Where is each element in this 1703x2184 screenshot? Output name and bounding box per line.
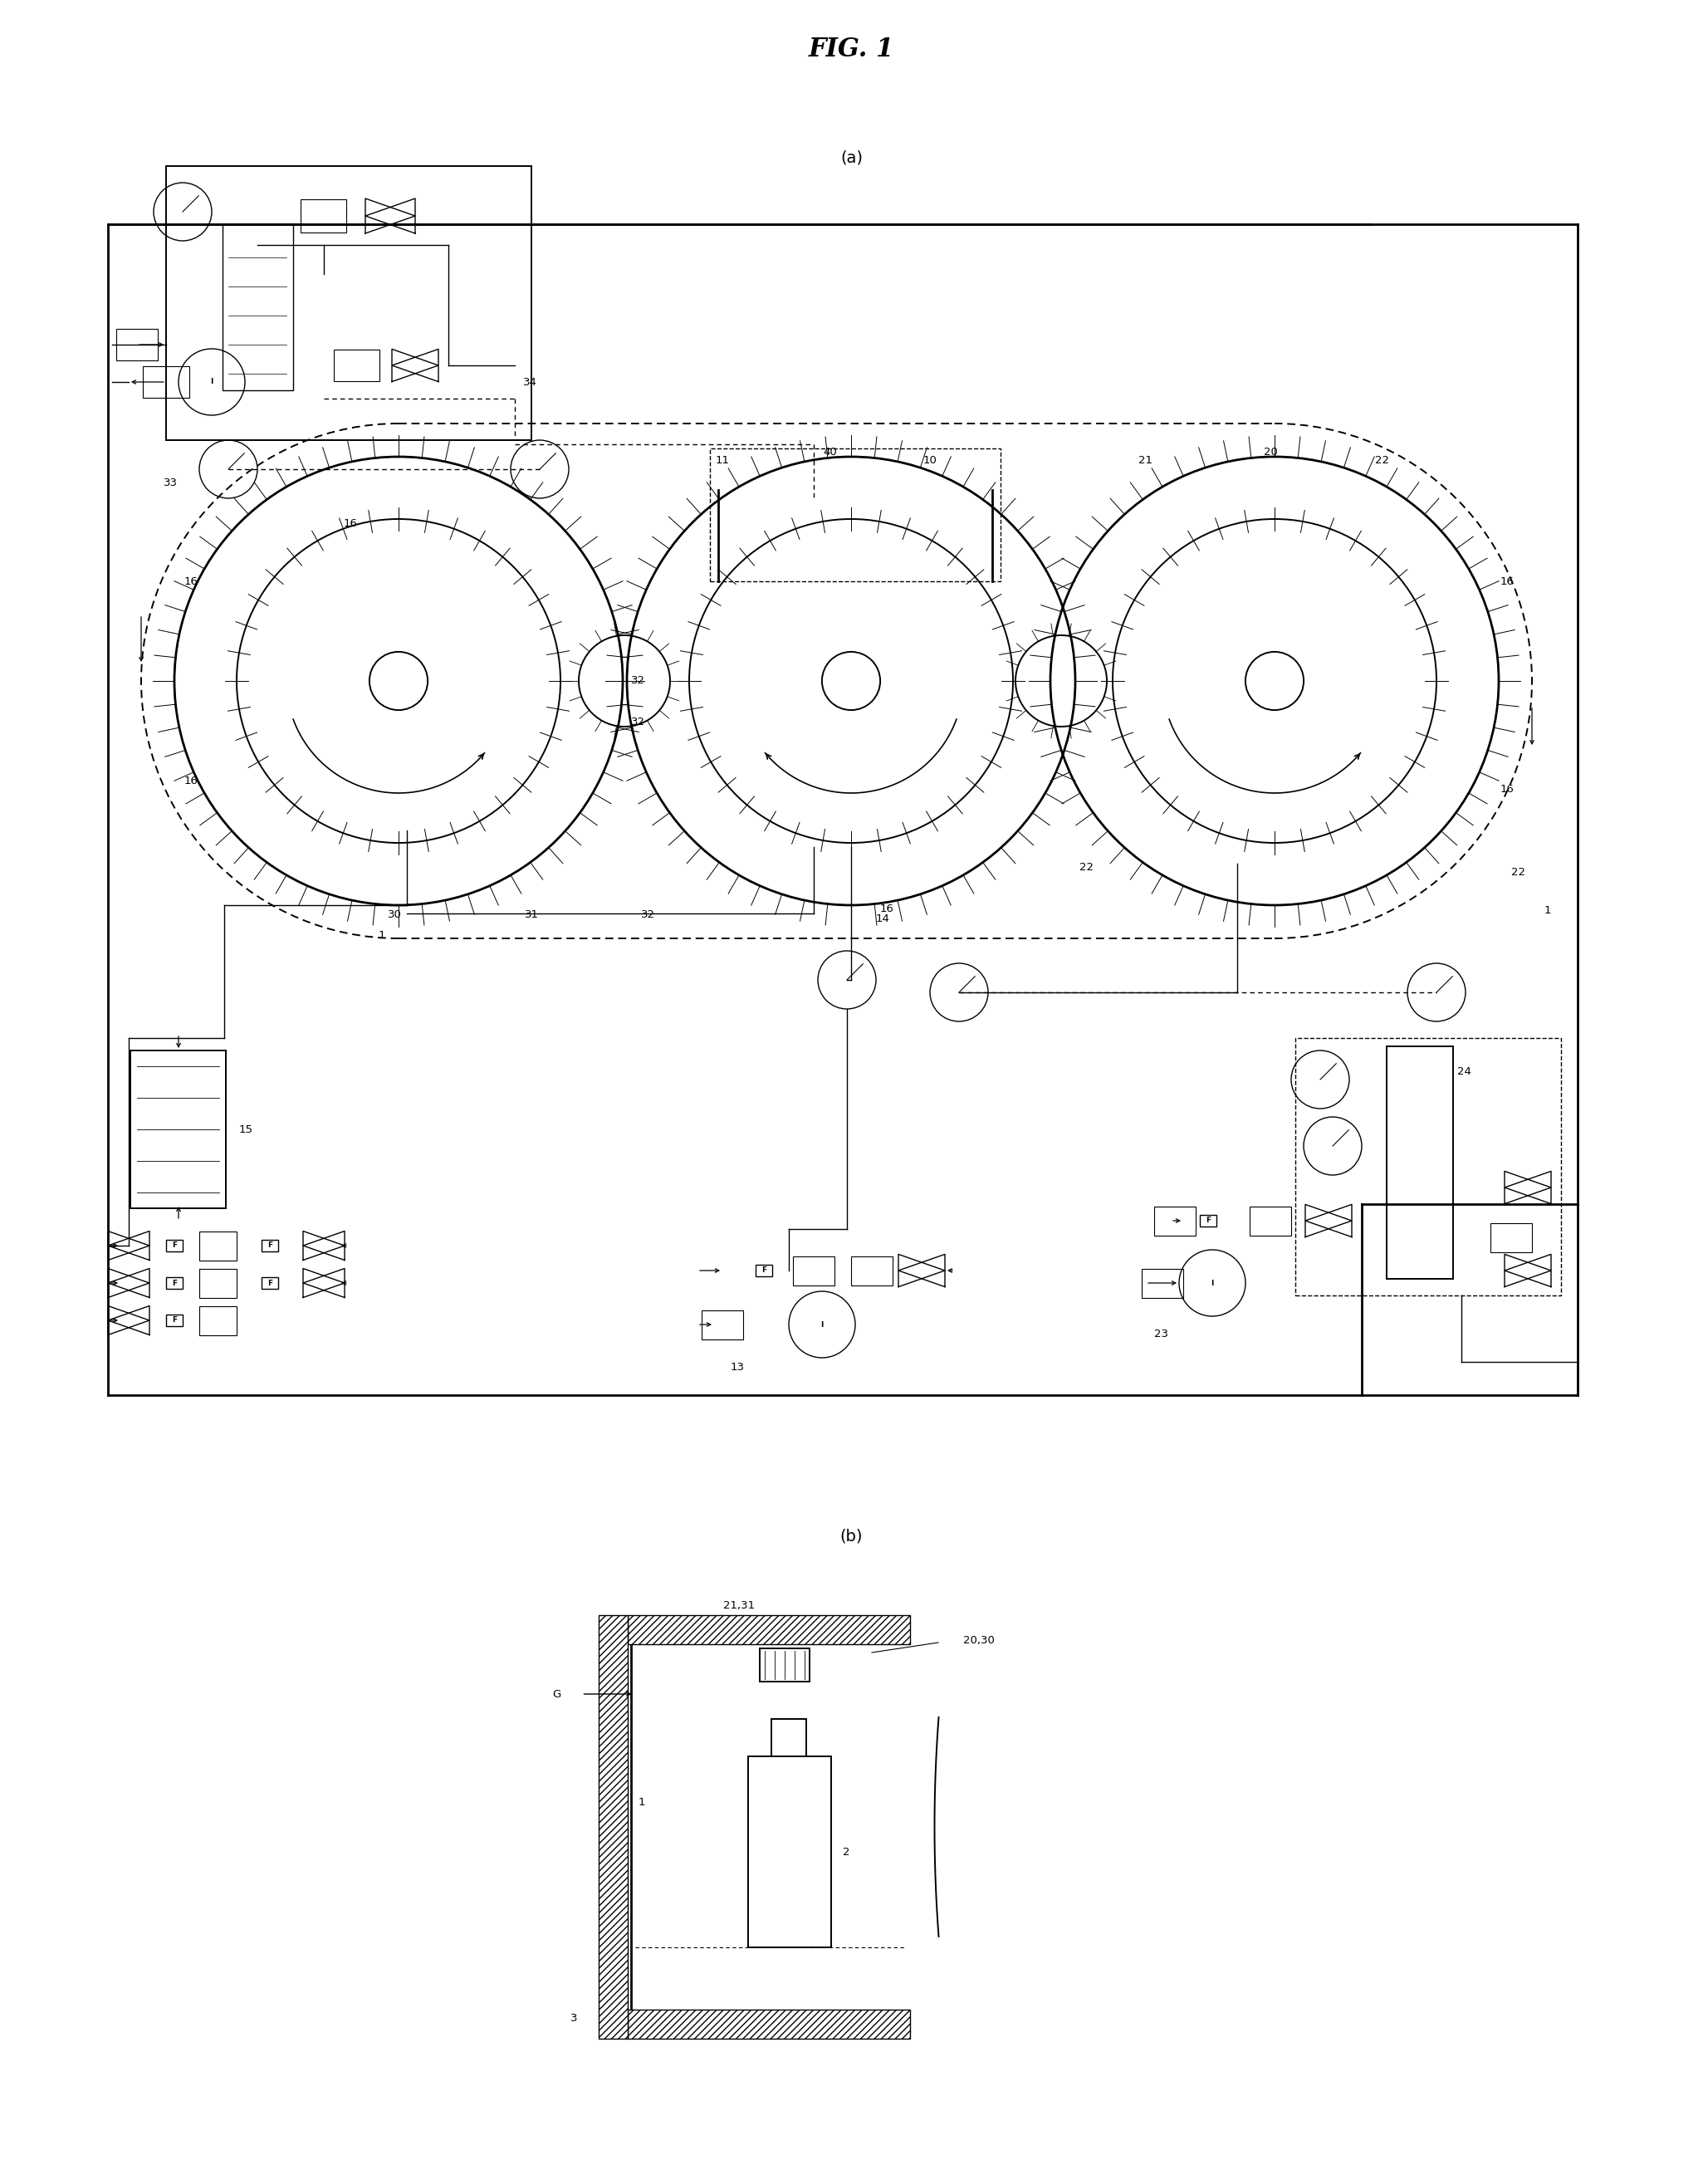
Text: FIG. 1: FIG. 1 <box>809 37 894 63</box>
Bar <box>1296 1037 1562 1295</box>
Bar <box>167 1241 182 1251</box>
Text: 32: 32 <box>632 716 645 727</box>
Text: 2: 2 <box>843 1845 850 1856</box>
Bar <box>760 1649 811 1682</box>
Text: 1: 1 <box>1545 904 1551 915</box>
Text: F: F <box>1206 1216 1211 1225</box>
Bar <box>262 1278 278 1289</box>
Text: G: G <box>552 1688 560 1699</box>
Bar <box>1386 1046 1453 1280</box>
Text: 16: 16 <box>342 518 358 529</box>
Text: 14: 14 <box>875 913 891 924</box>
Bar <box>334 349 380 382</box>
Text: I: I <box>1211 1280 1214 1286</box>
Text: 22: 22 <box>1511 867 1526 878</box>
Bar <box>167 1315 182 1326</box>
Text: 32: 32 <box>632 675 645 686</box>
Bar <box>1201 1214 1216 1227</box>
Text: 16: 16 <box>1500 577 1514 587</box>
Bar <box>199 1269 237 1297</box>
Text: F: F <box>172 1280 177 1286</box>
Text: 10: 10 <box>923 454 937 465</box>
Bar <box>131 1051 226 1208</box>
Bar <box>598 1616 627 2038</box>
Bar <box>301 199 347 232</box>
Text: (b): (b) <box>840 1529 863 1544</box>
Bar <box>1490 1223 1533 1251</box>
Bar <box>199 1232 237 1260</box>
Text: 21,31: 21,31 <box>724 1601 754 1612</box>
Bar <box>756 1265 771 1275</box>
Text: 16: 16 <box>1500 784 1514 795</box>
Text: (a): (a) <box>840 151 863 166</box>
Text: 23: 23 <box>1155 1328 1168 1339</box>
Text: 1: 1 <box>639 1797 645 1808</box>
Text: 30: 30 <box>387 909 402 919</box>
Bar <box>852 1256 892 1284</box>
Text: 16: 16 <box>184 577 198 587</box>
Text: 24: 24 <box>1458 1066 1471 1077</box>
Bar <box>710 448 1001 581</box>
Text: I: I <box>821 1321 824 1328</box>
Text: 31: 31 <box>525 909 538 919</box>
Text: 20: 20 <box>1264 448 1277 459</box>
Text: 16: 16 <box>880 904 894 915</box>
Text: F: F <box>172 1317 177 1324</box>
Bar <box>167 166 531 441</box>
Bar <box>748 1756 831 1948</box>
Text: F: F <box>172 1243 177 1249</box>
Bar <box>1155 1206 1196 1236</box>
Text: 40: 40 <box>823 448 838 459</box>
Bar <box>116 330 158 360</box>
Bar <box>1250 1206 1291 1236</box>
Text: 33: 33 <box>163 478 177 489</box>
Text: 32: 32 <box>640 909 654 919</box>
Bar <box>702 1310 743 1339</box>
Text: 16: 16 <box>184 775 198 786</box>
Text: 21: 21 <box>1139 454 1153 465</box>
Bar <box>199 1306 237 1334</box>
Text: 13: 13 <box>731 1363 744 1374</box>
Text: F: F <box>267 1280 272 1286</box>
Bar <box>221 225 293 391</box>
Bar <box>771 1719 807 1756</box>
Bar <box>627 2009 909 2038</box>
Text: 20,30: 20,30 <box>964 1634 995 1645</box>
Text: 15: 15 <box>238 1125 254 1136</box>
Bar <box>794 1256 834 1284</box>
Bar <box>262 1241 278 1251</box>
Bar <box>167 1278 182 1289</box>
Text: 22: 22 <box>1376 454 1390 465</box>
Text: F: F <box>267 1243 272 1249</box>
Text: I: I <box>211 378 213 387</box>
Bar <box>627 1616 909 1645</box>
Text: 34: 34 <box>523 376 536 387</box>
Text: 1: 1 <box>378 930 385 941</box>
Text: 3: 3 <box>571 2011 577 2022</box>
Bar <box>143 367 189 397</box>
Text: 11: 11 <box>715 454 729 465</box>
Bar <box>1141 1269 1184 1297</box>
Text: 22: 22 <box>1080 863 1093 874</box>
Text: F: F <box>761 1267 766 1273</box>
